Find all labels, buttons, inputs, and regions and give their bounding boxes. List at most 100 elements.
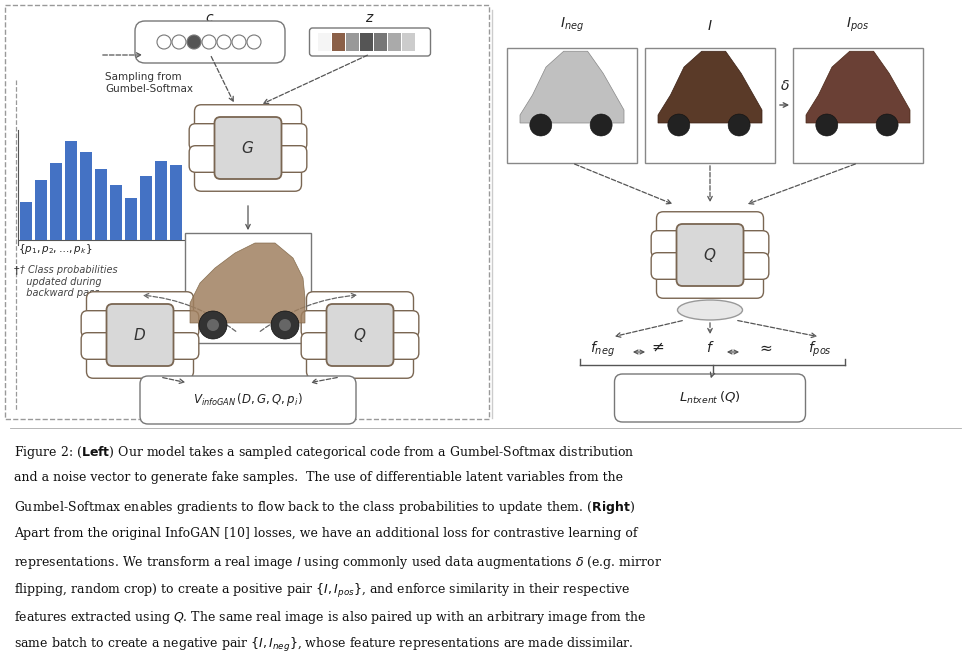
Text: same batch to create a negative pair $\{I, I_{neg}\}$, whose feature representat: same batch to create a negative pair $\{…: [14, 636, 633, 654]
FancyBboxPatch shape: [156, 311, 199, 337]
Text: and a noise vector to generate fake samples.  The use of differentiable latent v: and a noise vector to generate fake samp…: [14, 471, 623, 485]
Bar: [346, 33, 359, 51]
Bar: [360, 33, 373, 51]
Text: † Class probabilities
  updated during
  backward pass: † Class probabilities updated during bac…: [20, 265, 117, 298]
Text: Gumbel-Softmax enables gradients to flow back to the class probabilities to upda: Gumbel-Softmax enables gradients to flow…: [14, 499, 635, 516]
Bar: [185, 233, 311, 343]
FancyBboxPatch shape: [726, 253, 769, 279]
Text: $G$: $G$: [242, 140, 254, 156]
Bar: [65, 141, 77, 240]
Text: $\approx$: $\approx$: [757, 340, 773, 355]
Bar: [793, 48, 923, 162]
FancyBboxPatch shape: [215, 117, 282, 179]
Bar: [388, 33, 401, 51]
Ellipse shape: [678, 300, 743, 320]
FancyBboxPatch shape: [82, 333, 124, 359]
FancyBboxPatch shape: [301, 311, 344, 337]
FancyBboxPatch shape: [326, 304, 393, 366]
FancyBboxPatch shape: [652, 253, 694, 279]
Bar: [318, 33, 331, 51]
Circle shape: [279, 319, 291, 331]
Polygon shape: [806, 51, 910, 123]
FancyBboxPatch shape: [82, 311, 124, 337]
Text: $f$: $f$: [706, 340, 715, 355]
FancyBboxPatch shape: [264, 146, 307, 172]
FancyBboxPatch shape: [656, 211, 763, 240]
Polygon shape: [190, 243, 305, 323]
Text: $I_{neg}$: $I_{neg}$: [560, 15, 584, 34]
Bar: [80, 152, 92, 240]
FancyBboxPatch shape: [656, 270, 763, 298]
Circle shape: [232, 35, 246, 49]
FancyBboxPatch shape: [86, 350, 193, 379]
Text: $I_{pos}$: $I_{pos}$: [847, 15, 870, 34]
Bar: [155, 161, 167, 240]
Text: $D$: $D$: [133, 327, 147, 343]
Bar: [170, 165, 182, 240]
Circle shape: [271, 311, 299, 339]
Circle shape: [590, 114, 612, 136]
Circle shape: [247, 35, 261, 49]
Text: †: †: [14, 265, 19, 275]
Bar: [20, 202, 32, 240]
FancyBboxPatch shape: [194, 105, 302, 133]
Text: $L_{ntxent}\,(Q)$: $L_{ntxent}\,(Q)$: [679, 390, 741, 406]
Text: Sampling from
Gumbel-Softmax: Sampling from Gumbel-Softmax: [105, 72, 193, 93]
Bar: [645, 48, 775, 162]
FancyBboxPatch shape: [135, 21, 285, 63]
Text: $\{p_1, p_2, \ldots, p_k\}$: $\{p_1, p_2, \ldots, p_k\}$: [18, 242, 92, 256]
FancyBboxPatch shape: [194, 162, 302, 191]
Text: $c$: $c$: [205, 11, 215, 25]
FancyBboxPatch shape: [376, 333, 419, 359]
Text: $Q$: $Q$: [353, 326, 367, 344]
Bar: [35, 180, 47, 240]
Circle shape: [876, 114, 898, 136]
Bar: [50, 163, 62, 240]
FancyBboxPatch shape: [677, 224, 744, 286]
Text: $Q$: $Q$: [703, 246, 717, 264]
Circle shape: [530, 114, 552, 136]
Circle shape: [157, 35, 171, 49]
Text: $\delta$: $\delta$: [780, 79, 790, 93]
Text: $\neq$: $\neq$: [649, 340, 665, 355]
Circle shape: [668, 114, 689, 136]
FancyBboxPatch shape: [726, 231, 769, 257]
Bar: [374, 33, 387, 51]
FancyBboxPatch shape: [156, 333, 199, 359]
Circle shape: [217, 35, 231, 49]
FancyBboxPatch shape: [301, 333, 344, 359]
FancyBboxPatch shape: [376, 311, 419, 337]
Bar: [402, 33, 415, 51]
FancyBboxPatch shape: [189, 124, 232, 151]
Text: flipping, random crop) to create a positive pair $\{I, I_{pos}\}$, and enforce s: flipping, random crop) to create a posit…: [14, 581, 630, 599]
FancyBboxPatch shape: [307, 292, 414, 320]
Circle shape: [202, 35, 216, 49]
FancyBboxPatch shape: [86, 292, 193, 320]
Text: $f_{neg}$: $f_{neg}$: [589, 340, 615, 359]
FancyBboxPatch shape: [652, 231, 694, 257]
Text: features extracted using $Q$. The same real image is also paired up with an arbi: features extracted using $Q$. The same r…: [14, 609, 647, 626]
FancyBboxPatch shape: [264, 124, 307, 151]
FancyBboxPatch shape: [615, 374, 806, 422]
Bar: [95, 168, 107, 240]
Circle shape: [816, 114, 838, 136]
Text: $f_{pos}$: $f_{pos}$: [808, 340, 832, 359]
Bar: [140, 176, 152, 240]
Circle shape: [187, 35, 201, 49]
Text: Apart from the original InfoGAN [10] losses, we have an additional loss for cont: Apart from the original InfoGAN [10] los…: [14, 526, 638, 540]
Circle shape: [199, 311, 227, 339]
Text: Figure 2: ($\bf{Left}$) Our model takes a sampled categorical code from a Gumbel: Figure 2: ($\bf{Left}$) Our model takes …: [14, 444, 634, 461]
Text: $V_{infoGAN}\,(D,G,Q,p_i)$: $V_{infoGAN}\,(D,G,Q,p_i)$: [193, 391, 303, 408]
FancyBboxPatch shape: [307, 350, 414, 379]
Circle shape: [172, 35, 186, 49]
Bar: [110, 185, 122, 240]
Bar: [507, 48, 637, 162]
Circle shape: [728, 114, 751, 136]
Bar: [332, 33, 345, 51]
FancyBboxPatch shape: [189, 146, 232, 172]
Polygon shape: [520, 51, 624, 123]
FancyBboxPatch shape: [140, 376, 356, 424]
Text: $z$: $z$: [365, 11, 375, 25]
Text: $I$: $I$: [707, 19, 713, 34]
Text: representations. We transform a real image $I$ using commonly used data augmenta: representations. We transform a real ima…: [14, 554, 662, 571]
